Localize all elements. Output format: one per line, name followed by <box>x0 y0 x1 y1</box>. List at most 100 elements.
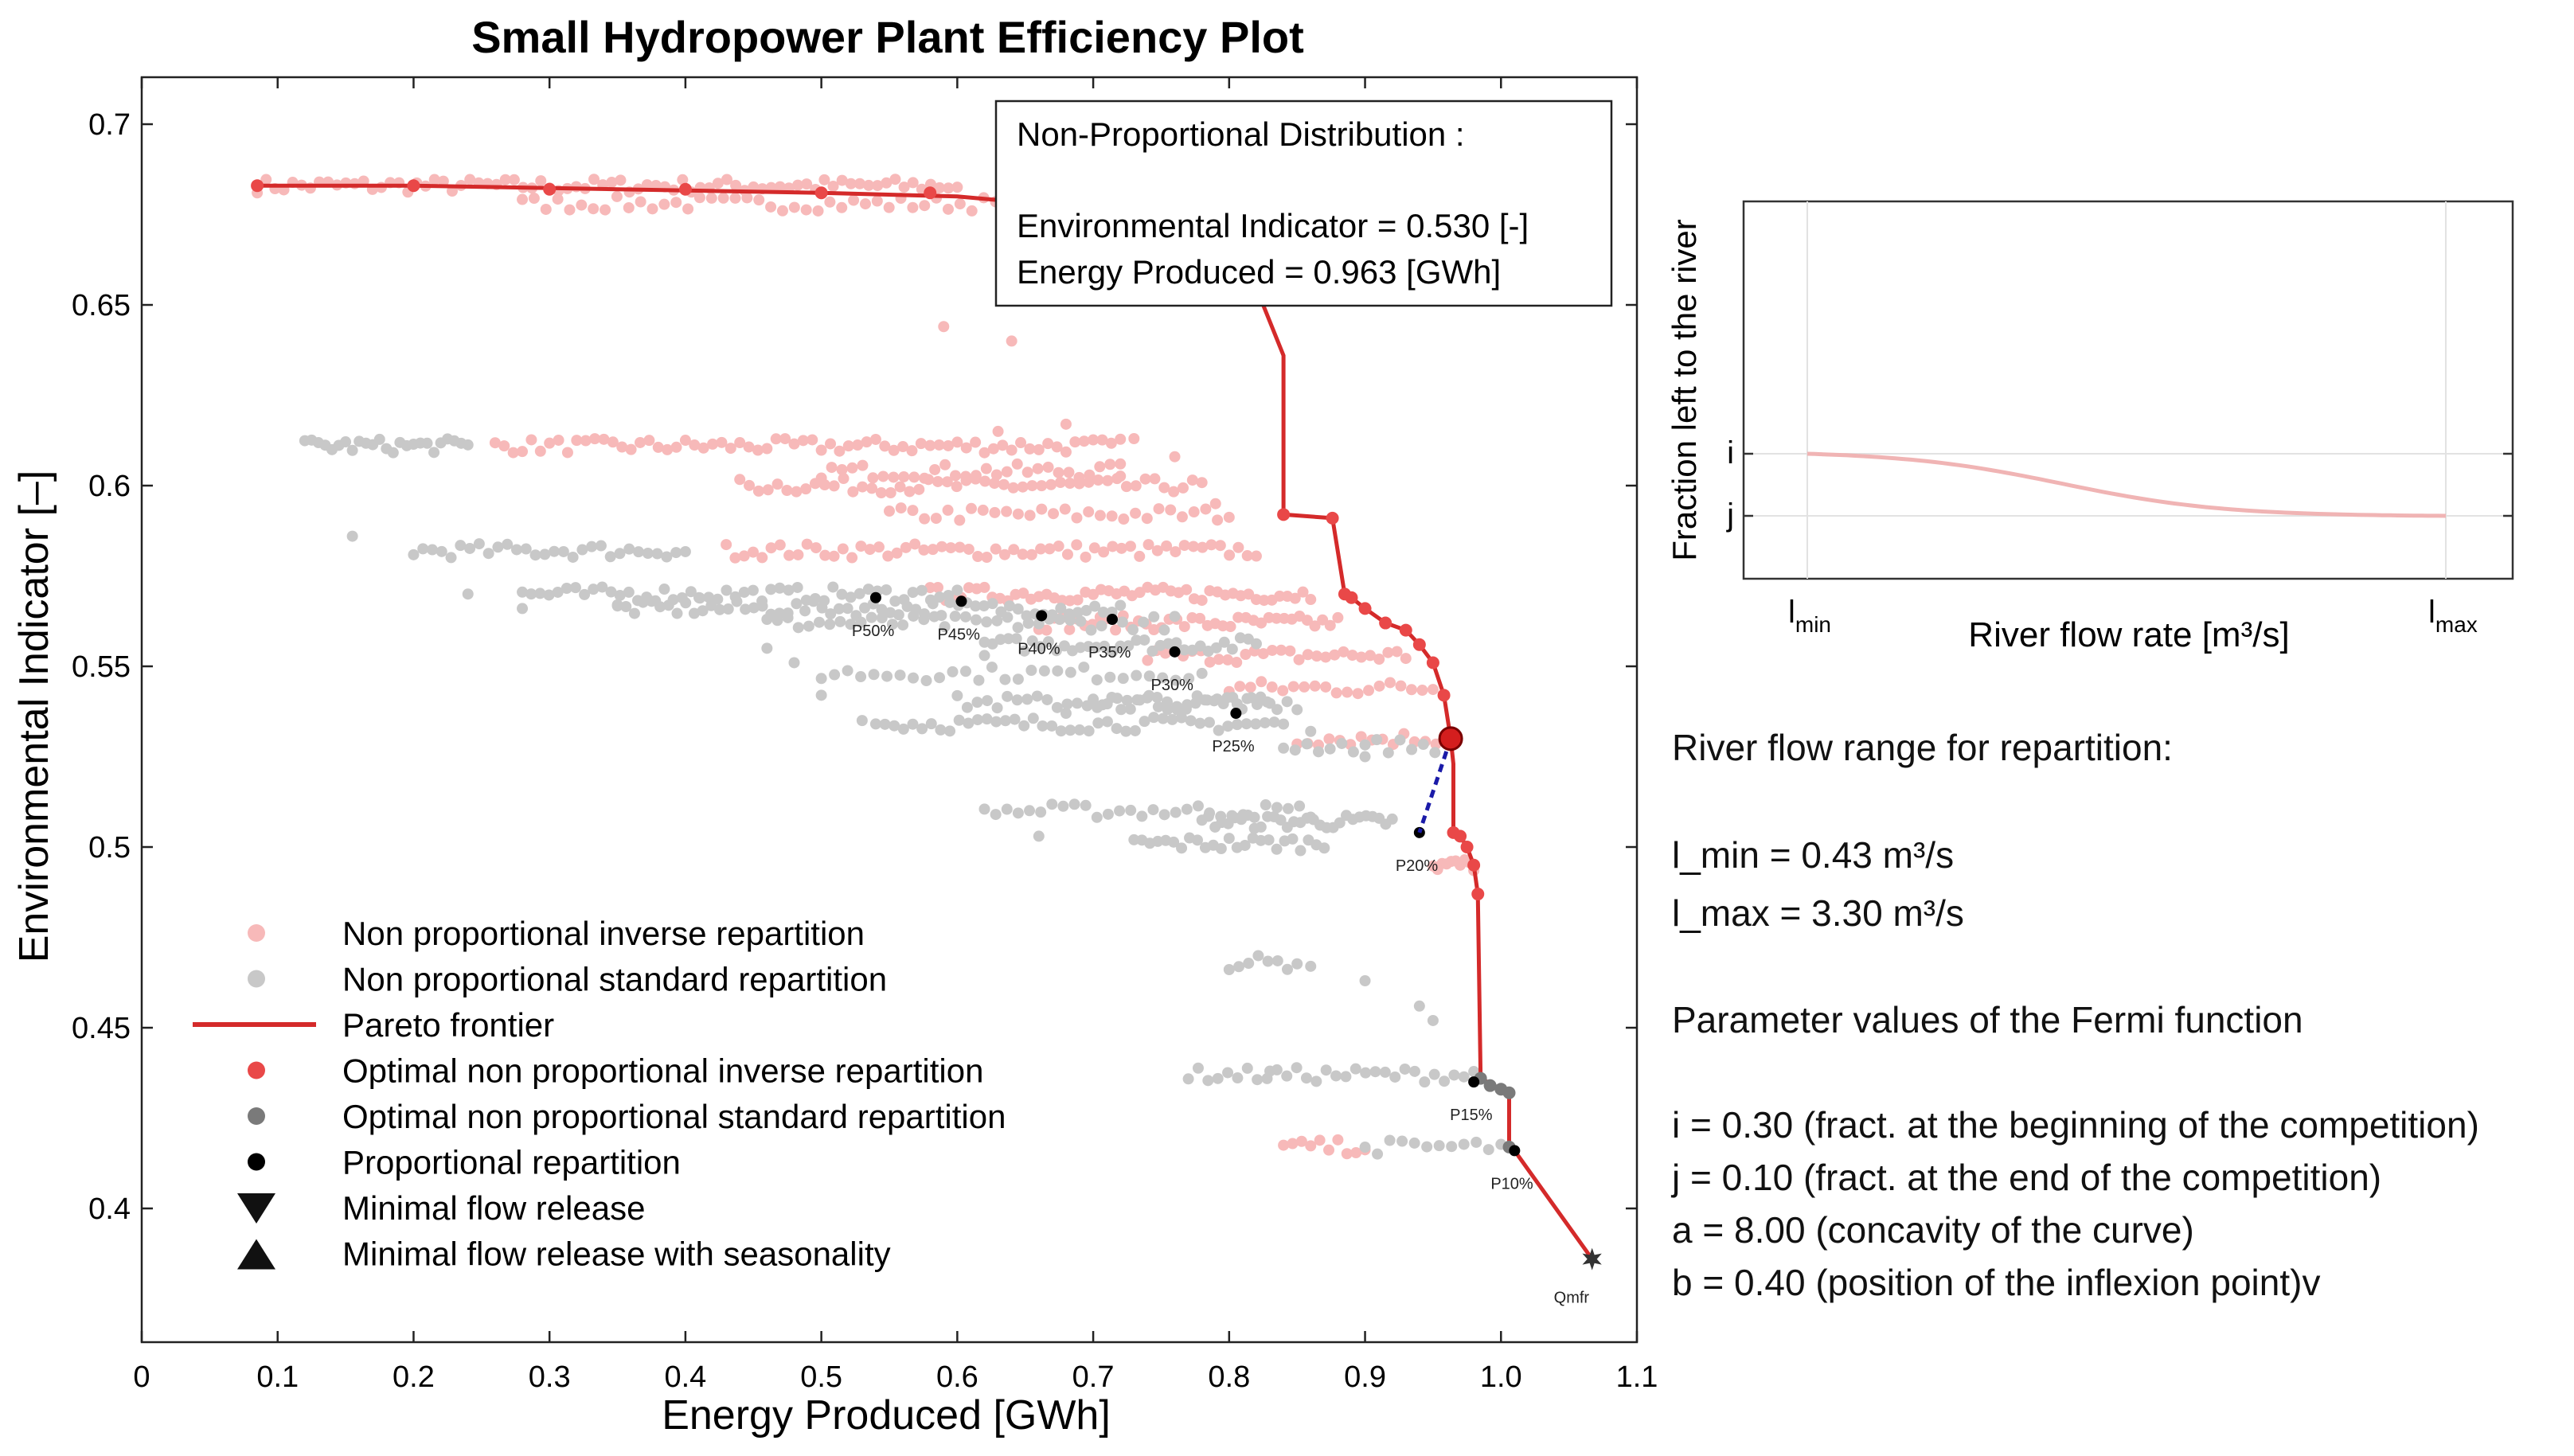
inverse-point <box>792 548 804 560</box>
inverse-point <box>842 440 854 452</box>
standard-point <box>1136 810 1148 822</box>
inverse-point <box>951 481 963 493</box>
optimal-inverse-point <box>1358 602 1372 615</box>
inverse-point <box>924 439 936 451</box>
inverse-point <box>1128 433 1140 444</box>
standard-point <box>1262 955 1274 967</box>
standard-point <box>1360 1067 1372 1079</box>
standard-point <box>579 588 591 600</box>
standard-point <box>897 723 909 735</box>
standard-point <box>1192 1062 1204 1074</box>
inverse-point <box>489 437 501 449</box>
inverse-point <box>1053 466 1064 478</box>
inverse-point <box>1036 503 1048 515</box>
standard-point <box>747 584 759 596</box>
inverse-point <box>1196 595 1208 607</box>
standard-point <box>1372 1148 1384 1160</box>
standard-point <box>1408 1065 1420 1077</box>
inverse-point <box>776 205 788 217</box>
standard-point <box>408 548 420 560</box>
inverse-point <box>1088 434 1100 446</box>
legend-label: Minimal flow release with seasonality <box>342 1235 891 1273</box>
inverse-point <box>1427 684 1439 696</box>
standard-point <box>455 540 467 552</box>
inverse-point <box>809 478 821 490</box>
inverse-point <box>1391 646 1403 658</box>
inverse-point <box>783 549 795 561</box>
inverse-point <box>1008 544 1020 556</box>
inverse-point <box>765 542 777 554</box>
inverse-point <box>635 196 646 208</box>
standard-point <box>855 671 867 683</box>
standard-point <box>1121 694 1133 706</box>
inverse-point <box>1214 540 1226 552</box>
inverse-point <box>1181 584 1193 595</box>
optimal-standard-point <box>1502 1086 1516 1099</box>
standard-point <box>978 650 990 662</box>
inverse-point <box>827 180 839 192</box>
standard-point <box>842 665 853 677</box>
standard-point <box>1131 669 1142 681</box>
inverse-point <box>838 473 850 485</box>
standard-point <box>1181 803 1193 815</box>
inverse-point <box>1178 540 1190 552</box>
standard-point <box>679 545 691 557</box>
inverse-point <box>847 486 859 498</box>
info-box: Non-Proportional Distribution : Environm… <box>994 100 1613 307</box>
inverse-point <box>1188 506 1200 518</box>
inverse-point <box>836 201 848 213</box>
standard-point <box>1182 1073 1194 1085</box>
standard-point <box>1064 724 1076 736</box>
inverse-point <box>1232 541 1244 553</box>
optimal-inverse-point <box>1437 689 1451 702</box>
inset-y-label: Fraction left to the river <box>1666 219 1703 561</box>
standard-point <box>1115 640 1127 652</box>
inverse-point <box>615 174 627 186</box>
standard-point <box>1289 744 1301 756</box>
inverse-point <box>1266 681 1278 693</box>
standard-point <box>971 614 982 626</box>
inverse-point <box>1213 654 1225 666</box>
y-axis-label: Environmental Indicator [–] <box>11 470 57 963</box>
standard-point <box>1012 673 1024 685</box>
standard-point <box>661 551 673 563</box>
inverse-point <box>828 550 840 562</box>
inverse-point <box>791 486 803 498</box>
inverse-point <box>611 190 623 202</box>
inverse-point <box>517 446 529 458</box>
standard-point <box>949 611 961 623</box>
standard-point <box>1281 963 1293 975</box>
fermi-curve <box>1806 451 2447 518</box>
standard-point <box>1379 1066 1391 1078</box>
inverse-point <box>1071 539 1083 551</box>
inverse-point <box>855 541 867 552</box>
standard-point <box>1263 834 1275 846</box>
proportional-label: P20% <box>1396 857 1439 875</box>
inset-xtick-lmin-letter: l <box>1788 595 1795 630</box>
inverse-point <box>942 203 954 215</box>
standard-point <box>1134 694 1146 706</box>
standard-point <box>971 697 983 708</box>
standard-point <box>1176 842 1188 854</box>
standard-point <box>510 544 522 556</box>
standard-point <box>1060 708 1072 720</box>
standard-point <box>529 549 541 561</box>
inverse-point <box>1017 548 1029 560</box>
standard-point <box>999 673 1011 685</box>
standard-point <box>1389 1071 1401 1083</box>
inverse-point <box>1241 550 1253 562</box>
standard-point <box>596 581 608 593</box>
standard-point <box>688 607 700 619</box>
inverse-point <box>774 181 786 193</box>
standard-point <box>963 717 975 729</box>
inverse-point <box>716 436 728 448</box>
inverse-point <box>939 459 951 470</box>
inverse-point <box>1224 549 1236 561</box>
inverse-point <box>1341 1148 1353 1160</box>
standard-point <box>373 433 385 445</box>
standard-repartition-points <box>299 433 1507 1160</box>
inverse-point <box>1324 619 1336 631</box>
optimal-inverse-point <box>543 182 557 196</box>
standard-point <box>740 603 752 615</box>
inverse-point <box>997 439 1009 451</box>
